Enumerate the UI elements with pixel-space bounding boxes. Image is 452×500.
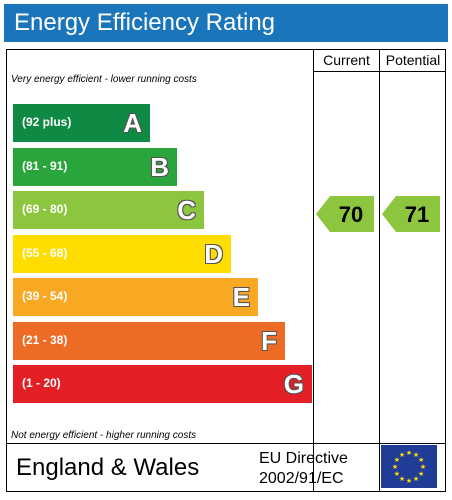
directive-line-2: 2002/91/EC <box>259 470 344 487</box>
footer-divider <box>6 443 446 444</box>
current-rating-arrow: 70 <box>316 196 374 232</box>
column-divider-potential <box>379 49 380 492</box>
potential-rating-value: 71 <box>404 202 430 227</box>
directive-line-1: EU Directive <box>259 450 348 467</box>
flag-star: ★ <box>418 456 424 464</box>
flag-star: ★ <box>420 463 426 471</box>
arrow-shape <box>382 196 440 232</box>
band-range-label: (1 - 20) <box>22 376 61 390</box>
flag-star: ★ <box>394 470 400 478</box>
flag-star: ★ <box>399 451 405 459</box>
band-range-label: (81 - 91) <box>22 159 68 173</box>
band-range-label: (55 - 68) <box>22 246 68 260</box>
band-letter-label: E <box>232 282 250 312</box>
band-range-label: (69 - 80) <box>22 202 68 216</box>
flag-star: ★ <box>413 451 419 459</box>
country-label: England & Wales <box>16 454 200 481</box>
arrow-shape <box>316 196 374 232</box>
band-range-label: (39 - 54) <box>22 289 68 303</box>
band-letter-label: D <box>204 239 223 269</box>
top-note: Very energy efficient - lower running co… <box>11 74 197 85</box>
title-bar: Energy Efficiency Rating <box>4 4 448 42</box>
column-divider-current <box>313 49 314 492</box>
potential-rating-arrow: 71 <box>382 196 440 232</box>
header-divider <box>313 71 446 72</box>
flag-star: ★ <box>406 449 412 457</box>
flag-star: ★ <box>413 475 419 483</box>
flag-star: ★ <box>406 477 412 485</box>
bottom-note: Not energy efficient - higher running co… <box>11 430 197 441</box>
rating-frame <box>6 49 446 492</box>
rating-band-e: (39 - 54) E <box>13 278 258 316</box>
band-letter-label: A <box>123 108 142 138</box>
page-title: Energy Efficiency Rating <box>14 9 276 36</box>
band-letter-label: G <box>283 369 304 399</box>
band-letter-label: B <box>150 152 169 182</box>
rating-band-g: (1 - 20) G <box>13 365 312 403</box>
current-rating-value: 70 <box>338 202 364 227</box>
eu-flag-icon: ★ ★ ★ ★ ★ ★ ★ ★ ★ ★ ★ ★ <box>381 445 437 488</box>
flag-star: ★ <box>392 463 398 471</box>
band-range-label: (21 - 38) <box>22 333 68 347</box>
flag-star: ★ <box>418 470 424 478</box>
rating-band-c: (69 - 80) C <box>13 191 204 229</box>
potential-column-header: Potential <box>385 52 441 68</box>
flag-star: ★ <box>399 475 405 483</box>
band-range-label: (92 plus) <box>22 115 72 129</box>
rating-band-b: (81 - 91) B <box>13 148 177 186</box>
rating-band-d: (55 - 68) D <box>13 235 231 273</box>
current-column-header: Current <box>323 52 370 68</box>
flag-star: ★ <box>394 456 400 464</box>
rating-band-f: (21 - 38) F <box>13 322 285 360</box>
band-letter-label: F <box>261 326 277 356</box>
band-letter-label: C <box>177 195 196 225</box>
rating-band-a: (92 plus) A <box>13 104 150 142</box>
